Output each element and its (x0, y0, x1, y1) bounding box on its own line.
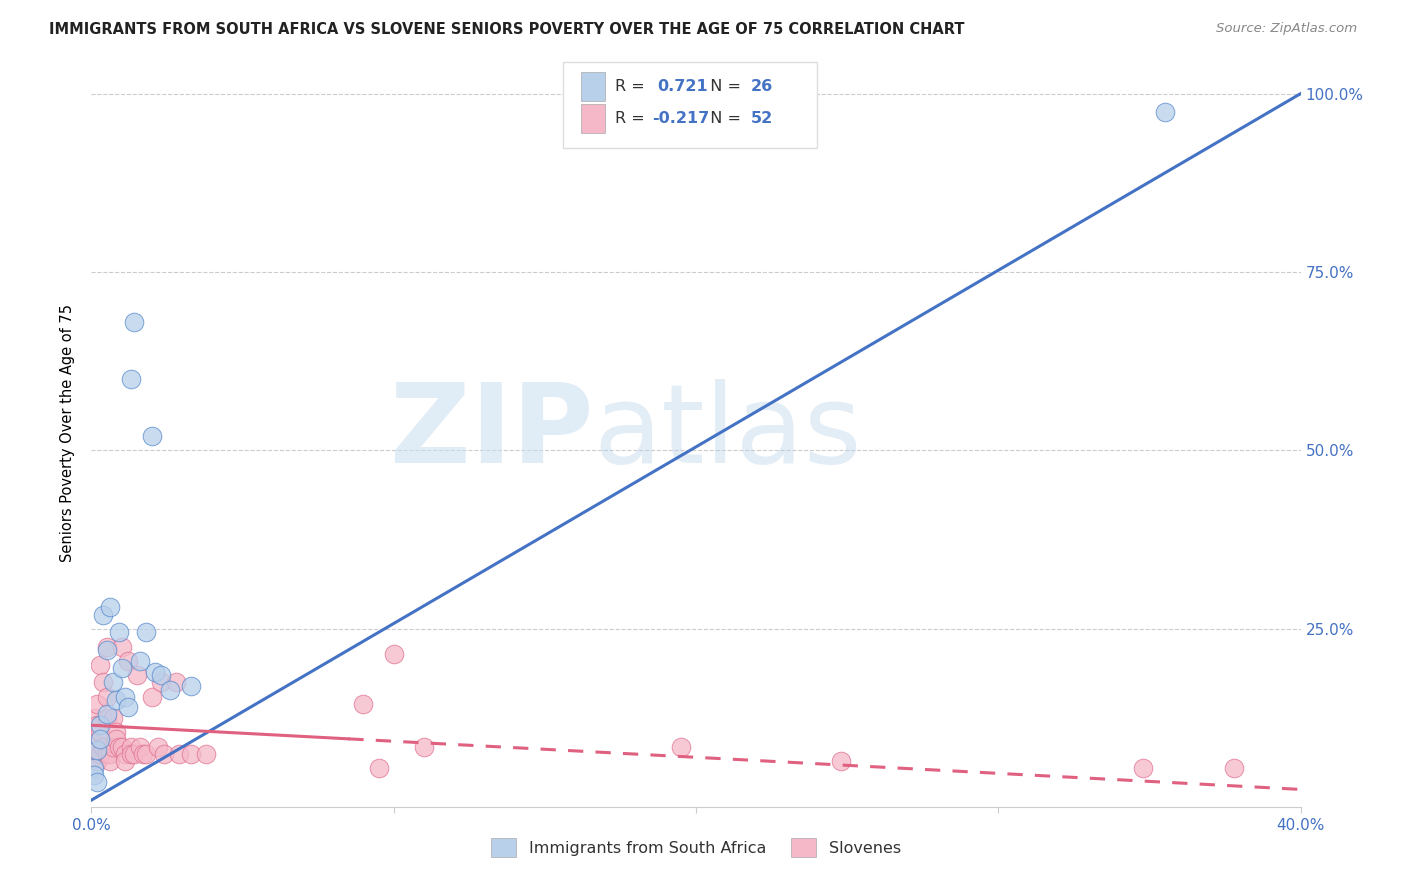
Point (135, 747, 157, 761)
Point (167, 747, 190, 761)
Point (111, 640, 132, 654)
Point (120, 372, 142, 386)
Point (96, 690, 118, 704)
Text: N =: N = (700, 112, 745, 126)
Point (96, 643, 118, 657)
Point (122, 315, 145, 329)
Point (107, 625, 129, 640)
Point (96, 711, 118, 725)
Text: 26: 26 (751, 79, 773, 94)
Point (114, 747, 136, 761)
Point (111, 739, 132, 754)
Point (132, 747, 155, 761)
Point (83, 711, 105, 725)
Point (146, 739, 169, 754)
Point (830, 754, 852, 768)
Point (89, 657, 111, 672)
Point (117, 700, 139, 714)
Point (89, 747, 111, 761)
Point (86, 754, 108, 768)
Point (86, 697, 108, 711)
Point (1132, 761, 1154, 775)
Point (86, 718, 108, 732)
Point (122, 747, 145, 761)
Point (149, 675, 172, 690)
Point (669, 739, 692, 754)
Point (98, 600, 121, 615)
Point (96, 747, 118, 761)
Text: IMMIGRANTS FROM SOUTH AFRICA VS SLOVENE SENIORS POVERTY OVER THE AGE OF 75 CORRE: IMMIGRANTS FROM SOUTH AFRICA VS SLOVENE … (49, 22, 965, 37)
Text: 52: 52 (751, 112, 773, 126)
Point (141, 429, 163, 443)
Point (143, 665, 166, 679)
Point (1223, 761, 1246, 775)
Point (89, 725, 111, 739)
Point (96, 640, 118, 654)
Point (149, 668, 172, 682)
Point (165, 675, 187, 690)
Point (96, 707, 118, 722)
Point (180, 747, 202, 761)
Point (382, 647, 405, 661)
Point (195, 747, 218, 761)
Point (107, 739, 129, 754)
Point (367, 761, 389, 775)
Point (86, 775, 108, 789)
Point (101, 739, 124, 754)
Point (98, 747, 121, 761)
Text: R =: R = (614, 112, 650, 126)
Point (93, 607, 115, 622)
Text: Source: ZipAtlas.com: Source: ZipAtlas.com (1216, 22, 1357, 36)
Point (125, 668, 148, 682)
Point (83, 747, 105, 761)
Point (114, 690, 136, 704)
Point (153, 747, 176, 761)
Point (114, 754, 136, 768)
Point (98, 754, 121, 768)
Point (135, 625, 157, 640)
Text: N =: N = (700, 79, 745, 94)
Point (101, 675, 124, 690)
Point (1153, 104, 1175, 119)
Text: atlas: atlas (593, 379, 862, 486)
Point (352, 697, 374, 711)
Point (180, 679, 202, 693)
FancyBboxPatch shape (562, 62, 817, 148)
Point (104, 732, 127, 747)
Point (86, 754, 108, 768)
Point (86, 743, 108, 757)
Point (117, 654, 139, 668)
FancyBboxPatch shape (581, 104, 606, 133)
Point (89, 732, 111, 747)
Point (93, 739, 115, 754)
Point (413, 739, 436, 754)
Point (83, 761, 105, 775)
Point (120, 747, 142, 761)
Legend: Immigrants from South Africa, Slovenes: Immigrants from South Africa, Slovenes (485, 831, 907, 863)
Text: -0.217: -0.217 (652, 112, 710, 126)
Point (93, 675, 115, 690)
Text: 0.721: 0.721 (657, 79, 707, 94)
Text: R =: R = (614, 79, 650, 94)
Point (83, 768, 105, 782)
Point (83, 736, 105, 750)
Point (159, 682, 181, 697)
Point (104, 725, 127, 739)
Point (83, 739, 105, 754)
Y-axis label: Seniors Poverty Over the Age of 75: Seniors Poverty Over the Age of 75 (60, 303, 76, 562)
Point (89, 718, 111, 732)
Text: ZIP: ZIP (389, 379, 593, 486)
Point (128, 739, 150, 754)
Point (104, 693, 127, 707)
Point (120, 739, 142, 754)
Point (111, 661, 132, 675)
Point (128, 654, 150, 668)
FancyBboxPatch shape (581, 72, 606, 101)
Point (141, 690, 163, 704)
Point (101, 711, 124, 725)
